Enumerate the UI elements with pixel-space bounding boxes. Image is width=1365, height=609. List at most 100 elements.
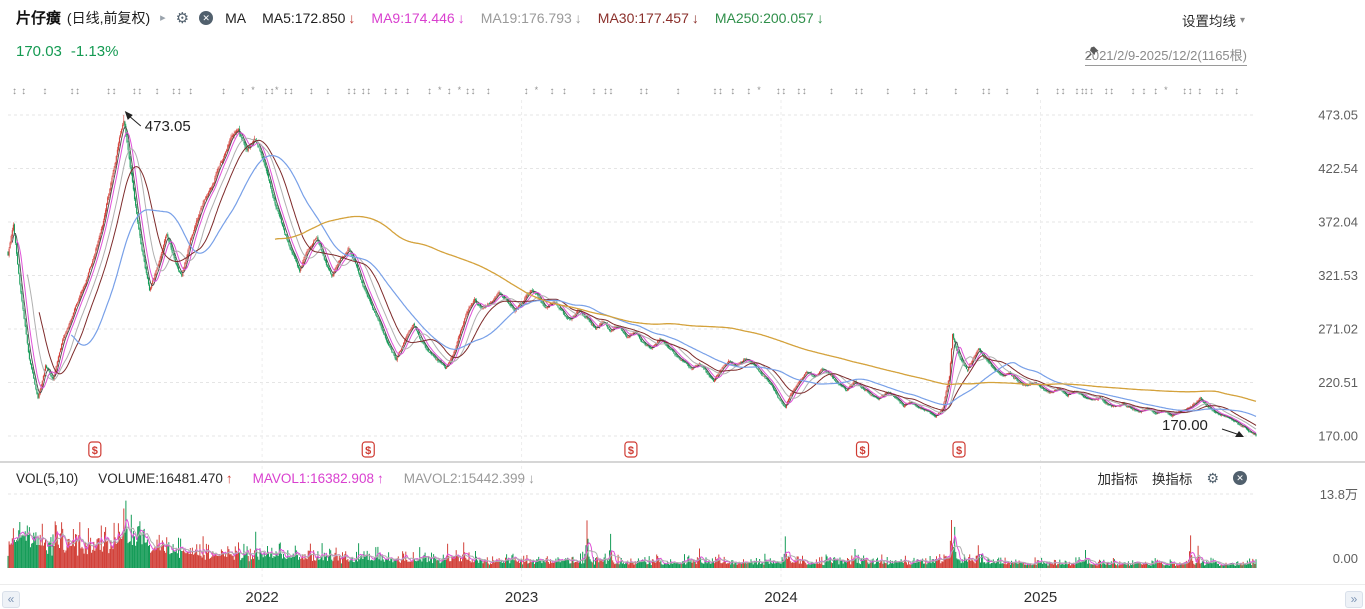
ma30-value: MA30:177.457 xyxy=(597,9,689,26)
svg-text:↕: ↕ xyxy=(781,86,786,97)
ma19-legend: MA19:176.793 ↓ xyxy=(481,10,582,26)
chevron-down-icon: ▾ xyxy=(1239,14,1245,26)
ma250-legend: MA250:200.057 ↓ xyxy=(715,10,824,26)
chart-type-label: (日线,前复权) xyxy=(66,10,151,26)
svg-text:↕: ↕ xyxy=(1141,86,1146,97)
time-axis-divider xyxy=(0,584,1365,585)
svg-text:↕: ↕ xyxy=(981,86,986,97)
svg-text:↕: ↕ xyxy=(524,86,529,97)
svg-text:↕: ↕ xyxy=(675,86,680,97)
svg-text:↕: ↕ xyxy=(1214,86,1219,97)
svg-text:↕: ↕ xyxy=(1182,86,1187,97)
svg-text:$: $ xyxy=(628,445,634,457)
mavol1-value: MAVOL1:16382.908 xyxy=(252,470,374,486)
ma30-legend: MA30:177.457 ↓ xyxy=(598,10,699,26)
event-icon-strip[interactable]: ↕ ↕ ↕ ↕ ↕ ↕ ↕ ↕ ↕ ↕ ↕ ↕ ↕ ↕ ↕ * ↕ ↕ * ↕ ↕ ↕ ↕ ↕ ↕ ↕ ↕ ↕ ↕ ↕ ↕ * ↕ * ↕ ↕ ↕ ↕ * ↕… xyxy=(12,85,1239,97)
date-range-label[interactable]: 2021/2/9-2025/12/2(1165根) xyxy=(1084,45,1247,66)
svg-text:321.53: 321.53 xyxy=(1318,268,1358,283)
svg-text:↕: ↕ xyxy=(309,86,314,97)
svg-text:↕: ↕ xyxy=(346,86,351,97)
svg-text:↕: ↕ xyxy=(986,86,991,97)
svg-text:↕: ↕ xyxy=(730,86,735,97)
scroll-right-button[interactable]: » xyxy=(1345,591,1363,608)
svg-text:↕: ↕ xyxy=(465,86,470,97)
svg-text:$: $ xyxy=(859,445,865,457)
svg-text:422.54: 422.54 xyxy=(1318,161,1358,176)
vol-close-icon[interactable]: ✕ xyxy=(1233,471,1247,485)
price-change: -1.13% xyxy=(70,43,119,60)
svg-text:↕: ↕ xyxy=(352,86,357,97)
volume-layer[interactable] xyxy=(7,500,1257,568)
svg-text:↕: ↕ xyxy=(854,86,859,97)
svg-text:170.00: 170.00 xyxy=(1318,429,1358,444)
chevron-right-icon[interactable]: ▸ xyxy=(160,12,166,24)
symbol-title[interactable]: 片仔癀 (日线,前复权) xyxy=(16,7,150,28)
pin-icon[interactable] xyxy=(1085,45,1100,60)
svg-text:↕: ↕ xyxy=(171,86,176,97)
volume-value: VOLUME:16481.470 xyxy=(98,470,223,486)
svg-text:↕: ↕ xyxy=(603,86,608,97)
svg-text:↕: ↕ xyxy=(829,86,834,97)
svg-text:↕: ↕ xyxy=(69,86,74,97)
mavol2-value: MAVOL2:15442.399 xyxy=(403,470,526,486)
ma19-value: MA19:176.793 xyxy=(480,9,572,26)
svg-text:170.00: 170.00 xyxy=(1162,417,1208,434)
ma5-value: MA5:172.850 xyxy=(262,9,346,26)
svg-text:↕: ↕ xyxy=(325,86,330,97)
add-indicator-button[interactable]: 加指标 xyxy=(1097,472,1138,487)
svg-text:271.02: 271.02 xyxy=(1318,322,1358,337)
switch-indicator-button[interactable]: 换指标 xyxy=(1151,472,1193,487)
svg-text:473.05: 473.05 xyxy=(1318,108,1358,123)
svg-text:2024: 2024 xyxy=(764,589,797,606)
mavol2-down-arrow-icon: ↓ xyxy=(528,470,535,486)
svg-text:372.04: 372.04 xyxy=(1318,215,1358,230)
svg-text:↕: ↕ xyxy=(366,86,371,97)
date-range-wrap: 2021/2/9-2025/12/2(1165根) xyxy=(1084,45,1247,66)
svg-text:*: * xyxy=(251,85,255,95)
ma-settings-button[interactable]: 设置均线 ▾ xyxy=(1182,10,1245,30)
ma9-value: MA9:174.446 xyxy=(371,9,455,26)
svg-text:↕: ↕ xyxy=(1234,86,1239,97)
svg-text:↕: ↕ xyxy=(1055,86,1060,97)
svg-text:*: * xyxy=(535,85,539,95)
svg-text:↕: ↕ xyxy=(1060,86,1065,97)
svg-text:↕: ↕ xyxy=(802,86,807,97)
svg-text:$: $ xyxy=(92,445,98,457)
svg-text:↕: ↕ xyxy=(1104,86,1109,97)
scroll-left-button[interactable]: « xyxy=(2,591,20,608)
svg-text:*: * xyxy=(438,85,442,95)
pane-divider xyxy=(0,461,1365,463)
ma-settings-label: 设置均线 xyxy=(1181,14,1236,29)
svg-text:↕: ↕ xyxy=(155,86,160,97)
svg-text:↕: ↕ xyxy=(1005,86,1010,97)
svg-text:↕: ↕ xyxy=(283,86,288,97)
svg-text:↕: ↕ xyxy=(796,86,801,97)
ma-settings-gear-icon[interactable]: ⚙ xyxy=(175,9,190,27)
price-readout: 170.03 -1.13% xyxy=(16,43,118,60)
vol-indicator-label[interactable]: VOL(5,10) xyxy=(16,470,79,486)
svg-text:↕: ↕ xyxy=(112,86,117,97)
svg-text:↕: ↕ xyxy=(132,86,137,97)
ma9-down-arrow-icon: ↓ xyxy=(457,9,465,26)
svg-text:↕: ↕ xyxy=(1035,86,1040,97)
ma-close-icon[interactable]: ✕ xyxy=(199,10,214,25)
svg-text:↕: ↕ xyxy=(177,86,182,97)
svg-text:↕: ↕ xyxy=(75,86,80,97)
svg-text:↕: ↕ xyxy=(106,86,111,97)
svg-text:$: $ xyxy=(956,445,962,457)
dividend-markers[interactable]: $ $ $ $ $ xyxy=(88,441,966,458)
svg-text:↕: ↕ xyxy=(591,86,596,97)
svg-text:2023: 2023 xyxy=(505,589,538,606)
svg-text:↕: ↕ xyxy=(1188,86,1193,97)
vol-settings-gear-icon[interactable]: ⚙ xyxy=(1206,469,1219,486)
svg-text:↕: ↕ xyxy=(718,86,723,97)
svg-text:↕: ↕ xyxy=(137,86,142,97)
svg-text:↕: ↕ xyxy=(188,86,193,97)
svg-text:↕: ↕ xyxy=(470,86,475,97)
annotations: 473.05 170.00 xyxy=(124,111,1244,437)
svg-text:↕: ↕ xyxy=(269,86,274,97)
ma250-down-arrow-icon: ↓ xyxy=(816,9,824,26)
svg-text:↕: ↕ xyxy=(776,86,781,97)
svg-text:↕: ↕ xyxy=(1109,86,1114,97)
